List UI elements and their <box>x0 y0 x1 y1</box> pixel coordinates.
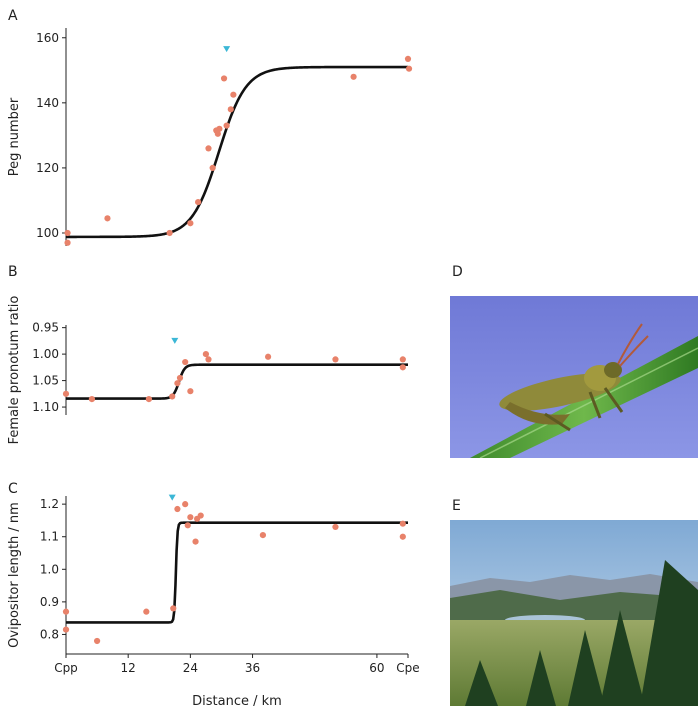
data-point <box>88 396 96 403</box>
data-point <box>209 164 216 172</box>
x-tick-label: 36 <box>245 661 260 675</box>
data-point <box>259 531 267 539</box>
data-point <box>223 122 230 129</box>
data-point <box>205 145 212 152</box>
data-point <box>182 358 189 366</box>
data-point <box>214 130 221 137</box>
data-points-c <box>62 501 406 645</box>
data-point <box>187 388 194 395</box>
data-point <box>404 55 412 63</box>
landscape-illustration <box>450 520 698 706</box>
data-point <box>205 356 212 363</box>
data-point <box>145 396 153 403</box>
panel-letter-e: E <box>452 498 461 514</box>
landscape-photo <box>450 520 698 706</box>
pine-trees <box>465 560 698 706</box>
data-point <box>104 215 111 222</box>
y-ticks-a: 100 120 140 160 <box>36 31 66 240</box>
data-point <box>166 229 173 237</box>
x-tick-label: 24 <box>183 661 198 675</box>
y-ticks-c: 0.8 0.9 1.0 1.1 1.2 <box>40 497 66 641</box>
y-tick-label: 120 <box>36 161 59 175</box>
y-tick-label: 140 <box>36 96 59 110</box>
y-ticks-b: 0.95 1.00 1.05 1.10 <box>32 321 66 414</box>
data-point <box>176 374 184 382</box>
data-point <box>195 198 202 206</box>
data-points-b <box>62 351 406 403</box>
y-tick-label: 1.1 <box>40 530 59 544</box>
data-point <box>230 91 237 98</box>
cline-center-marker-c <box>168 494 176 501</box>
x-tick-label: Cpp <box>54 661 78 675</box>
y-tick-label: 100 <box>36 226 59 240</box>
grasshopper-body <box>499 323 649 432</box>
y-axis-label-b: Female pronotum ratio <box>7 296 22 445</box>
data-point <box>350 73 357 80</box>
y-tick-label: 0.9 <box>40 595 59 609</box>
data-point <box>62 390 70 397</box>
data-point <box>216 125 223 132</box>
panel-letter-b: B <box>8 264 18 280</box>
data-point <box>264 353 272 360</box>
panel-letter-d: D <box>452 264 463 280</box>
y-tick-label: 0.8 <box>40 627 59 641</box>
data-point <box>192 538 199 545</box>
data-point <box>399 520 406 527</box>
cline-center-marker-a <box>223 46 231 53</box>
chart-panel-b: 0.95 1.00 1.05 1.10 Female pronotum ratio <box>7 296 408 445</box>
y-tick-label: 1.2 <box>40 497 59 511</box>
cline-curve-a <box>66 65 408 239</box>
data-point <box>187 514 194 521</box>
x-ticks: Cpp 12 24 36 60 Cpe <box>54 654 420 675</box>
data-point <box>182 501 189 508</box>
data-points-a <box>64 55 413 246</box>
data-point <box>332 523 339 531</box>
y-axis-label-c: Ovipositor length / nm <box>7 502 22 648</box>
y-tick-label: 1.05 <box>32 374 59 388</box>
cline-center-marker-b <box>171 337 179 344</box>
data-point <box>227 106 234 113</box>
data-point <box>169 393 176 400</box>
chart-panel-c: 0.8 0.9 1.0 1.1 1.2 Ovipositor length / nm C… <box>7 494 420 709</box>
panel-letter-a: A <box>8 8 18 24</box>
data-point <box>332 356 339 363</box>
y-tick-label: 1.10 <box>32 400 59 414</box>
data-point <box>399 356 406 363</box>
leaf-vein <box>479 347 698 458</box>
y-tick-label: 0.95 <box>32 321 59 335</box>
data-point <box>399 533 406 540</box>
data-point <box>143 608 150 615</box>
data-point <box>62 626 70 633</box>
data-point <box>93 637 101 645</box>
data-point <box>220 75 228 82</box>
cline-curve-c <box>66 521 408 624</box>
grasshopper-photo <box>450 296 698 458</box>
x-tick-label: Cpe <box>396 661 419 675</box>
y-tick-label: 160 <box>36 31 59 45</box>
forested-hills <box>450 590 698 620</box>
data-point <box>64 239 71 246</box>
data-point <box>405 65 413 72</box>
data-point <box>170 605 177 612</box>
data-point <box>62 608 70 615</box>
data-point <box>187 220 194 227</box>
x-tick-label: 12 <box>121 661 136 675</box>
grasshopper-illustration <box>450 296 698 458</box>
data-point <box>174 505 181 513</box>
data-point <box>399 364 406 371</box>
y-axis-label-a: Peg number <box>7 97 22 176</box>
data-point <box>202 351 210 358</box>
panel-letter-c: C <box>8 481 18 497</box>
data-point <box>174 380 181 387</box>
data-point <box>197 512 204 519</box>
data-point <box>64 229 71 237</box>
cline-curve-b <box>66 363 408 400</box>
chart-panel-a: 100 120 140 160 Peg number <box>7 28 413 246</box>
y-tick-label: 1.00 <box>32 347 59 361</box>
x-axis-label: Distance / km <box>192 694 282 709</box>
data-point <box>184 522 191 529</box>
y-tick-label: 1.0 <box>40 562 59 576</box>
x-tick-label: 60 <box>369 661 384 675</box>
